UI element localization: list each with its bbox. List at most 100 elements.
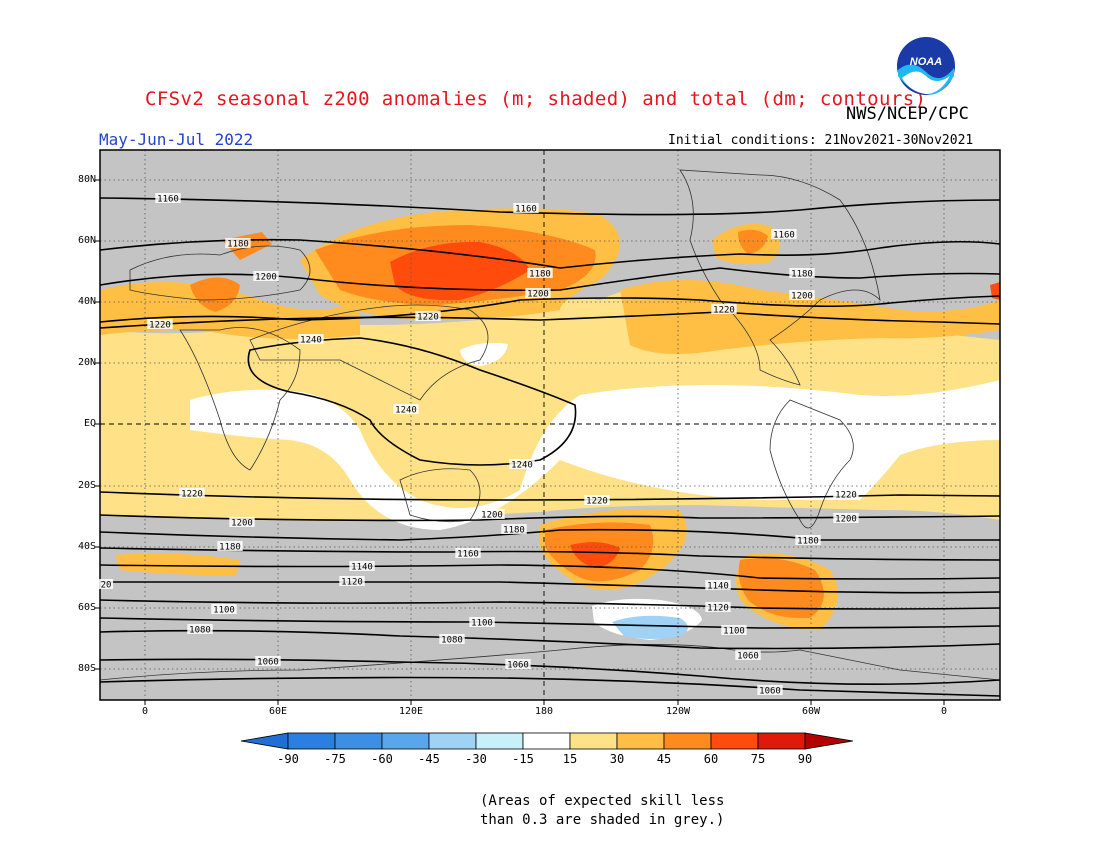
contour-label: 1080	[441, 636, 463, 646]
contour-label-bg	[513, 203, 539, 213]
initial-conditions-label: Initial conditions: 21Nov2021-30Nov2021	[668, 133, 974, 148]
contour-label-bg	[217, 541, 243, 551]
lon-label-180: 180	[534, 706, 554, 717]
colorbar-label: -90	[277, 752, 299, 766]
contour-label-bg	[187, 624, 213, 634]
lon-label-0-east: 0	[940, 706, 948, 717]
colorbar-label: -75	[324, 752, 346, 766]
contour-label: 1220	[713, 306, 735, 316]
colorbar-label: 90	[797, 752, 813, 766]
contour-label: 1240	[395, 406, 417, 416]
contour-label: 1100	[471, 619, 493, 629]
colorbar-segment	[663, 732, 712, 750]
contour-label: 1240	[511, 461, 533, 471]
contour-label-bg	[721, 625, 747, 635]
contour-label: 1100	[723, 627, 745, 637]
contour-label-bg	[253, 271, 279, 281]
contour-label: 1220	[417, 313, 439, 323]
contour-label-bg	[833, 489, 859, 499]
contour-label: 1200	[835, 515, 857, 525]
contour-label-bg	[705, 580, 731, 590]
skill-note-line1: (Areas of expected skill less	[480, 793, 725, 809]
white-band	[190, 380, 1000, 530]
lat-label-40s: 40S	[77, 541, 96, 552]
colorbar-label: 15	[562, 752, 578, 766]
contour-label-bg	[584, 495, 610, 505]
contour-label: 1200	[231, 519, 253, 529]
colorbar-label: 60	[703, 752, 719, 766]
colorbar-arrow-left	[240, 732, 289, 750]
contour-label: 1180	[227, 240, 249, 250]
tick-marks	[95, 179, 945, 705]
lon-label-0: 0	[141, 706, 149, 717]
contour-label-bg	[479, 509, 505, 519]
contour-label-bg	[833, 513, 859, 523]
contour-label-bg	[501, 524, 527, 534]
lon-label-120e: 120E	[398, 706, 424, 717]
contour-label: 1160	[515, 205, 537, 215]
contour-label-bg	[711, 304, 737, 314]
lat-label-eq: EQ	[83, 418, 96, 429]
colorbar-segment	[287, 732, 336, 750]
contour-label-bg	[757, 685, 783, 695]
contour-label-bg	[393, 404, 419, 414]
contour-label-bg	[225, 238, 251, 248]
contour-label-bg	[155, 193, 181, 203]
colorbar-segment	[334, 732, 383, 750]
white-patch	[460, 342, 508, 366]
skill-note: (Areas of expected skill less than 0.3 a…	[480, 792, 724, 830]
noaa-logo-text: NOAA	[910, 56, 942, 68]
lat-label-80s: 80S	[77, 663, 96, 674]
red-core-east-asia	[390, 241, 530, 301]
contour-label: 1180	[503, 526, 525, 536]
colorbar-segment	[710, 732, 759, 750]
contour-label-bg	[509, 459, 535, 469]
contour-label: 1200	[255, 273, 277, 283]
lon-label-60w: 60W	[801, 706, 821, 717]
contour-label-bg	[349, 561, 375, 571]
orange-south-indian	[115, 553, 240, 576]
chart-title: CFSv2 seasonal z200 anomalies (m; shaded…	[145, 88, 927, 110]
contour-label: 1120	[707, 604, 729, 614]
contour-label: 1180	[529, 270, 551, 280]
contour-label: 1200	[791, 292, 813, 302]
contour-label-bg	[505, 659, 531, 669]
contour-label-bg	[789, 268, 815, 278]
colorbar	[240, 732, 854, 750]
contour-label-bg	[525, 288, 551, 298]
contour-label-bg	[255, 656, 281, 666]
contour-label-bg	[735, 650, 761, 660]
blue-antarctic	[612, 615, 688, 639]
lon-label-60e: 60E	[268, 706, 288, 717]
lat-label-80n: 80N	[77, 174, 96, 185]
colorbar-label: -45	[418, 752, 440, 766]
lat-label-60s: 60S	[77, 602, 96, 613]
colorbar-segment	[428, 732, 477, 750]
colorbar-segment	[757, 732, 806, 750]
contour-label: 1080	[189, 626, 211, 636]
contour-label-bg	[211, 604, 237, 614]
noaa-logo: NOAA	[897, 37, 955, 95]
contour-label-bg	[98, 579, 114, 589]
colorbar-segment	[381, 732, 430, 750]
contour-label: 1220	[181, 490, 203, 500]
lat-label-60n: 60N	[77, 235, 96, 246]
season-label: May-Jun-Jul 2022	[99, 130, 254, 149]
dark-orange-hudson	[738, 229, 768, 254]
skill-note-line2: than 0.3 are shaded in grey.)	[480, 812, 725, 828]
contour-label: 1060	[507, 661, 529, 671]
contour-label: 1100	[213, 606, 235, 616]
contour-label: 1180	[797, 537, 819, 547]
contour-label: 1060	[759, 687, 781, 697]
lon-label-120w: 120W	[665, 706, 691, 717]
contour-label-bg	[705, 602, 731, 612]
contour-label: 1200	[481, 511, 503, 521]
contour-label-bg	[789, 290, 815, 300]
contour-label: 1120	[341, 578, 363, 588]
colorbar-segment	[569, 732, 618, 750]
lat-label-40n: 40N	[77, 296, 96, 307]
contour-label: 1060	[257, 658, 279, 668]
contour-label-bg	[298, 334, 324, 344]
coastlines	[100, 169, 1000, 700]
